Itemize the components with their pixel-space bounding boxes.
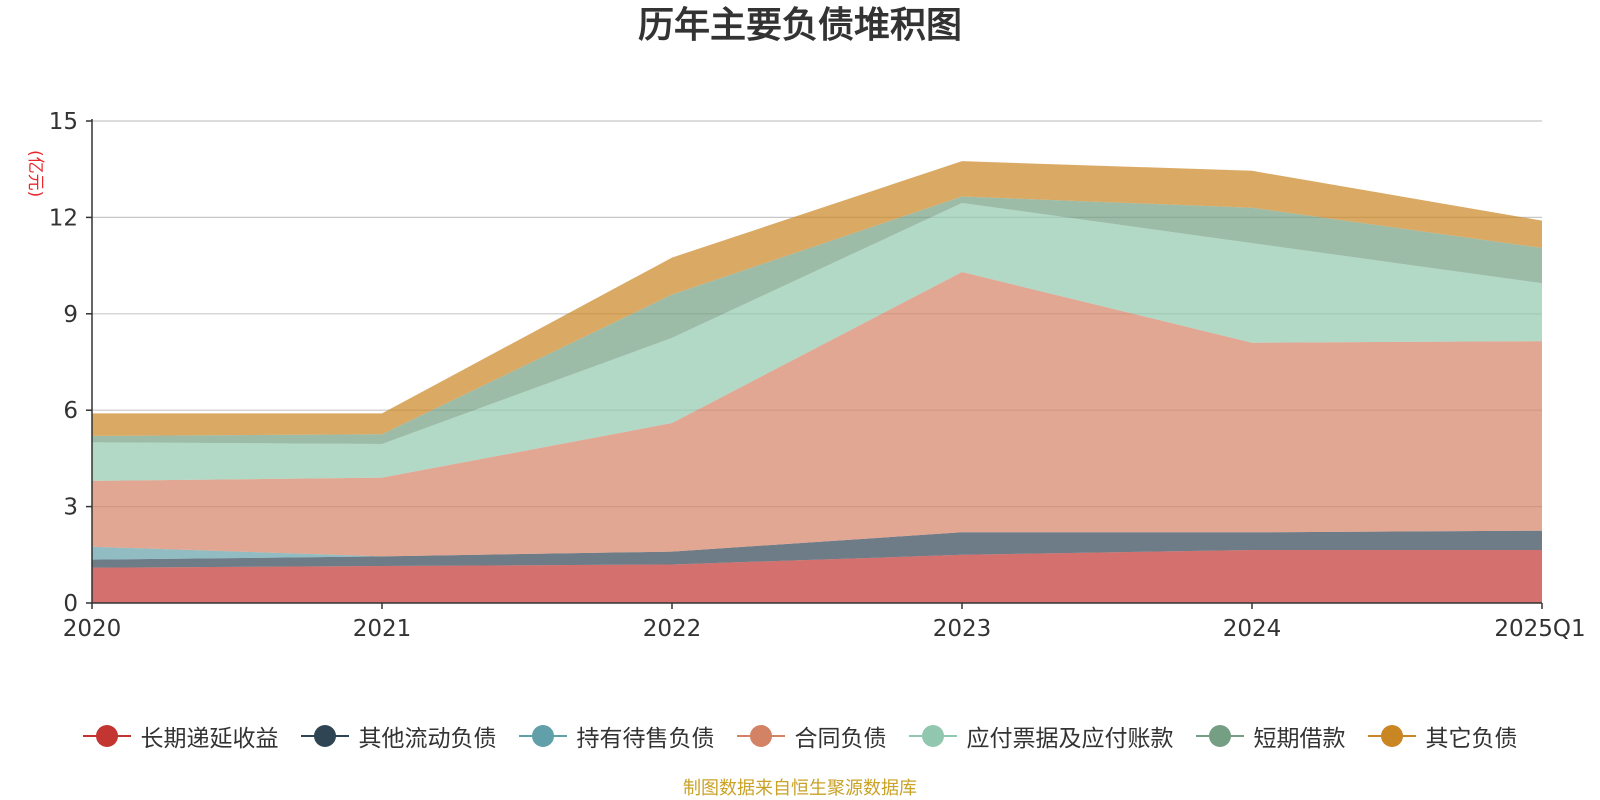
- legend-item[interactable]: 短期借款: [1195, 719, 1346, 753]
- legend-marker-dot: [313, 725, 336, 747]
- legend-marker-dot: [1380, 725, 1403, 747]
- x-tick-label: 2023: [933, 616, 992, 642]
- chart-title: 历年主要负债堆积图: [637, 5, 962, 46]
- area-series-6: [92, 196, 1542, 444]
- legend-item[interactable]: 其他流动负债: [300, 719, 497, 753]
- legend-marker-dot: [95, 725, 118, 747]
- legend-label: 持有待售负债: [576, 726, 715, 752]
- y-tick-label: 6: [63, 398, 78, 424]
- legend-item[interactable]: 其它负债: [1367, 719, 1518, 753]
- legend-label: 其它负债: [1425, 726, 1518, 752]
- legend-label: 长期递延收益: [140, 726, 279, 752]
- legend-marker-icon: [908, 723, 957, 749]
- y-tick-label: 15: [49, 109, 78, 135]
- x-tick-label: 2025Q1: [1494, 616, 1585, 642]
- legend-marker-icon: [518, 723, 567, 749]
- x-tick-label: 2022: [643, 616, 702, 642]
- y-tick-label: 9: [63, 302, 78, 328]
- y-tick-label: 3: [63, 495, 78, 521]
- legend-marker-dot: [531, 725, 554, 747]
- legend-label: 应付票据及应付账款: [966, 726, 1174, 752]
- legend-marker-icon: [736, 723, 785, 749]
- legend-item[interactable]: 应付票据及应付账款: [908, 719, 1174, 753]
- x-tick-label: 2024: [1223, 616, 1282, 642]
- legend-label: 合同负债: [794, 726, 887, 752]
- legend-marker-icon: [82, 723, 131, 749]
- chart-legend: 长期递延收益 其他流动负债 持有待售负债 合同负债 应付票据及应付账款 短期借款 其它负债: [0, 716, 1600, 756]
- area-series-7: [92, 161, 1542, 436]
- legend-marker-dot: [921, 725, 944, 747]
- area-series-1: [92, 549, 1542, 603]
- stacked-area-chart: 0 3 6 9 12 15 2020 2021 2022 2023 2024 2025Q1: [49, 109, 1586, 642]
- x-tick-label: 2020: [63, 616, 122, 642]
- legend-item[interactable]: 长期递延收益: [82, 719, 279, 753]
- y-tick-label: 0: [63, 591, 78, 617]
- legend-label: 短期借款: [1253, 726, 1346, 752]
- area-series-4: [92, 272, 1542, 557]
- legend-marker-icon: [1367, 723, 1416, 749]
- x-tick-label: 2021: [353, 616, 412, 642]
- data-source-note: 制图数据来自恒生聚源数据库: [683, 778, 917, 799]
- area-series-5: [92, 202, 1542, 481]
- legend-label: 其他流动负债: [358, 726, 497, 752]
- legend-marker-icon: [300, 723, 349, 749]
- area-series-2: [92, 530, 1542, 568]
- legend-item[interactable]: 持有待售负债: [518, 719, 715, 753]
- legend-marker-dot: [1208, 725, 1231, 747]
- legend-item[interactable]: 合同负债: [736, 719, 887, 753]
- legend-marker-icon: [1195, 723, 1244, 749]
- legend-marker-dot: [749, 725, 772, 747]
- y-tick-label: 12: [49, 205, 78, 231]
- area-series-3: [92, 530, 1542, 560]
